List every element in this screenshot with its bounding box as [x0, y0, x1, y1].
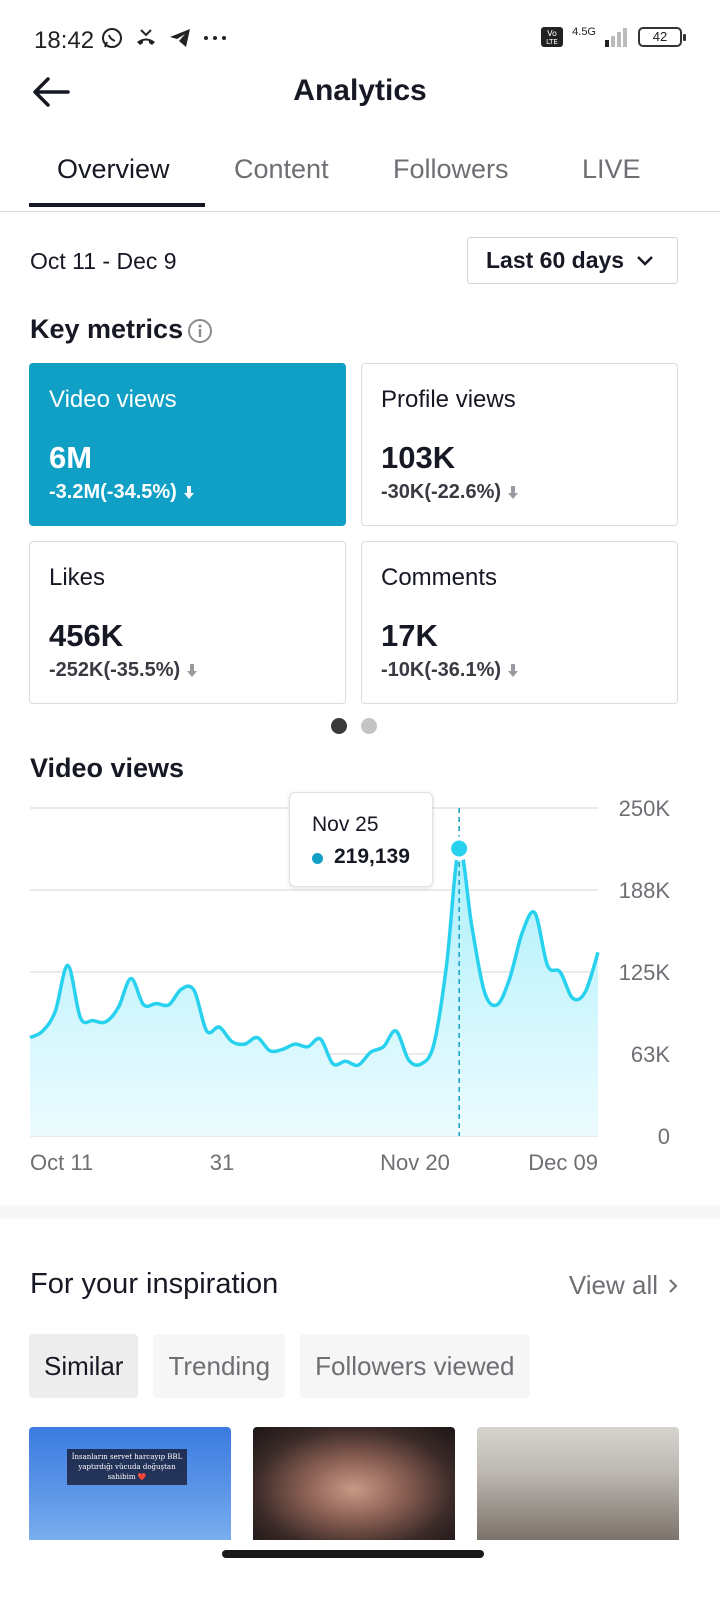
metric-label: Comments	[381, 564, 498, 591]
status-time: 18:42	[34, 27, 95, 54]
x-tick-label: Dec 09	[528, 1150, 598, 1175]
tooltip-value: 219,139	[334, 845, 410, 868]
highlight-point[interactable]	[451, 840, 468, 857]
y-tick-label: 63K	[631, 1042, 670, 1067]
metric-label: Profile views	[381, 386, 516, 413]
chip-trending[interactable]: Trending	[153, 1334, 286, 1398]
area-fill	[30, 847, 598, 1136]
metric-card-likes[interactable]: Likes 456K -252K(-35.5%)	[29, 541, 346, 704]
inspiration-title: For your inspiration	[30, 1268, 279, 1300]
metric-card-profile-views[interactable]: Profile views 103K -30K(-22.6%)	[361, 363, 678, 526]
system-icons: Vo LTE 4.5G 42	[540, 26, 686, 48]
battery-level: 42	[652, 29, 668, 44]
svg-text:LTE: LTE	[546, 38, 558, 46]
chart-tooltip: Nov 25 219,139	[289, 792, 433, 887]
tab-overview[interactable]: Overview	[57, 154, 170, 184]
metric-change-text: -10K(-36.1%)	[381, 659, 502, 681]
header: Analytics	[0, 60, 720, 124]
metric-value: 456K	[49, 618, 124, 653]
video-thumbnail[interactable]	[253, 1427, 455, 1540]
metric-value: 17K	[381, 618, 438, 653]
date-range: Oct 11 - Dec 9	[30, 248, 177, 274]
metric-change-text: -30K(-22.6%)	[381, 481, 502, 503]
metric-change: -10K(-36.1%)	[381, 659, 519, 682]
y-tick-label: 125K	[619, 960, 671, 985]
metric-card-video-views[interactable]: Video views 6M -3.2M(-34.5%)	[29, 363, 346, 526]
period-dropdown-label: Last 60 days	[486, 247, 625, 273]
status-bar: 18:42 Vo LTE 4.5G 42	[0, 0, 720, 60]
metric-change-text: -3.2M(-34.5%)	[49, 481, 177, 503]
tab-bar: Overview Content Followers LIVE	[0, 130, 720, 212]
period-dropdown[interactable]: Last 60 days	[467, 237, 678, 284]
back-arrow-icon	[33, 77, 70, 107]
x-tick-label: Oct 11	[30, 1150, 93, 1175]
arrow-down-icon	[508, 485, 519, 499]
chip-followers-viewed[interactable]: Followers viewed	[300, 1334, 530, 1398]
arrow-down-icon	[508, 663, 519, 677]
tooltip-series-dot	[312, 853, 323, 864]
metric-change: -252K(-35.5%)	[49, 659, 198, 682]
tab-live[interactable]: LIVE	[582, 154, 641, 184]
notification-icons	[100, 26, 228, 50]
metric-change: -3.2M(-34.5%)	[49, 481, 195, 504]
back-button[interactable]	[30, 72, 74, 112]
chevron-right-icon	[669, 1278, 678, 1293]
svg-text:Vo: Vo	[547, 29, 557, 38]
view-all-link[interactable]: View all	[569, 1270, 678, 1301]
telegram-icon	[170, 29, 190, 47]
thumbnail-caption: İnsanların servet harcayıp BBL yaptırdığ…	[67, 1449, 187, 1485]
inspiration-filter-chips: Similar Trending Followers viewed	[29, 1334, 530, 1398]
signal-icon	[605, 28, 627, 47]
metric-change-text: -252K(-35.5%)	[49, 659, 181, 681]
battery-icon: 42	[638, 27, 686, 47]
series-line	[29, 846, 600, 1068]
chevron-down-icon	[637, 255, 653, 266]
inspiration-videos: İnsanların servet harcayıp BBL yaptırdığ…	[29, 1427, 679, 1540]
key-metrics-title: Key metrics	[30, 314, 184, 344]
arrow-down-icon	[187, 663, 198, 677]
active-tab-indicator	[29, 203, 205, 207]
metric-label: Video views	[49, 386, 177, 413]
metric-label: Likes	[49, 564, 106, 591]
missed-call-icon	[137, 29, 155, 45]
home-gesture-bar[interactable]	[222, 1550, 484, 1558]
page-title: Analytics	[293, 74, 427, 107]
video-thumbnail[interactable]: İnsanların servet harcayıp BBL yaptırdığ…	[29, 1427, 231, 1540]
x-tick-label: 31	[210, 1150, 234, 1175]
x-tick-label: Nov 20	[380, 1150, 450, 1175]
info-icon[interactable]	[187, 318, 213, 344]
view-all-label: View all	[568, 1270, 658, 1300]
more-notifications-icon	[204, 36, 226, 40]
metric-value: 6M	[49, 440, 93, 475]
y-tick-label: 0	[658, 1124, 670, 1149]
video-thumbnail[interactable]	[477, 1427, 679, 1540]
tooltip-date: Nov 25	[312, 813, 379, 836]
section-divider	[0, 1205, 720, 1219]
network-type: 4.5G	[572, 26, 596, 38]
metric-change: -30K(-22.6%)	[381, 481, 519, 504]
page-dot-active	[331, 718, 347, 734]
y-tick-label: 188K	[619, 878, 671, 903]
whatsapp-icon	[102, 28, 122, 48]
chip-similar[interactable]: Similar	[29, 1334, 139, 1398]
tab-followers[interactable]: Followers	[393, 154, 509, 184]
y-tick-label: 250K	[619, 796, 671, 821]
metric-card-comments[interactable]: Comments 17K -10K(-36.1%)	[361, 541, 678, 704]
chart-title: Video views	[30, 753, 185, 783]
video-views-chart[interactable]: 250K 188K 125K 63K 0 Oct 11 31 Nov 20 Dec 09	[0, 790, 720, 1190]
metric-value: 103K	[381, 440, 456, 475]
page-dot[interactable]	[361, 718, 377, 734]
card-page-indicator	[331, 718, 377, 734]
arrow-down-icon	[183, 485, 194, 499]
tab-content[interactable]: Content	[234, 154, 329, 184]
